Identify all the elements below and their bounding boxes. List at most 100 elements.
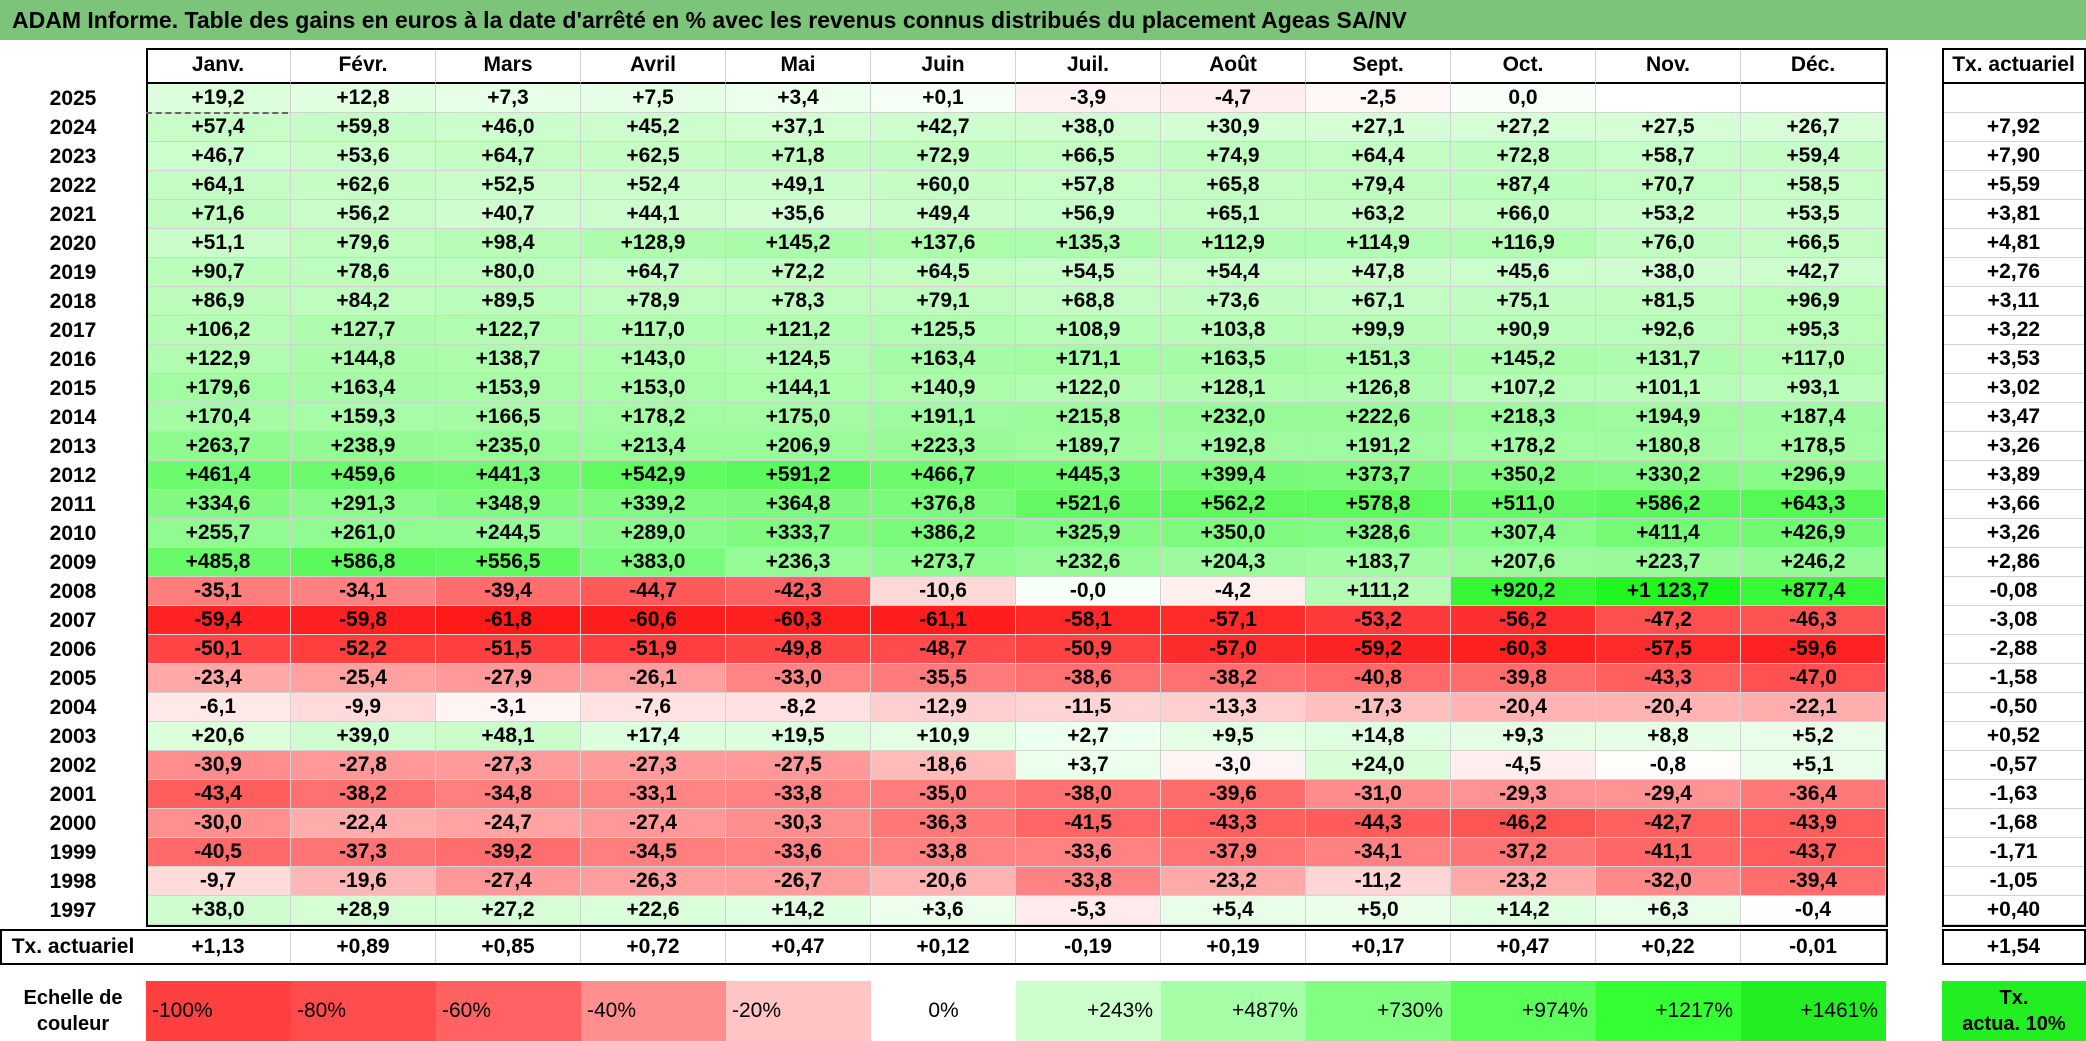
rate-cell: +7,92: [1942, 113, 2086, 142]
month-header: Déc.: [1741, 48, 1886, 84]
table-cell: +27,2: [1451, 113, 1596, 142]
table-cell: +59,4: [1741, 142, 1886, 171]
table-cell: -34,8: [436, 780, 581, 809]
table-cell: +3,4: [726, 84, 871, 113]
table-cell: +111,2: [1306, 577, 1451, 606]
table-cell: +334,6: [146, 490, 291, 519]
table-cell: +137,6: [871, 229, 1016, 258]
table-cell: +27,5: [1596, 113, 1741, 142]
table-cell: +122,9: [146, 345, 291, 374]
table-cell: +920,2: [1451, 577, 1596, 606]
table-cell: -38,0: [1016, 780, 1161, 809]
table-cell: -57,1: [1161, 606, 1306, 635]
table-cell: -6,1: [146, 693, 291, 722]
table-cell: +291,3: [291, 490, 436, 519]
table-cell: +178,2: [581, 403, 726, 432]
table-cell: +3,6: [871, 896, 1016, 925]
table-cell: -43,3: [1596, 664, 1741, 693]
table-cell: +191,2: [1306, 432, 1451, 461]
table-cell: +159,3: [291, 403, 436, 432]
table-cell: -35,5: [871, 664, 1016, 693]
table-cell: -34,5: [581, 838, 726, 867]
table-cell: +96,9: [1741, 287, 1886, 316]
table-cell: +273,7: [871, 548, 1016, 577]
year-label: 2011: [50, 492, 96, 516]
table-cell: -30,9: [146, 751, 291, 780]
table-cell: +153,0: [581, 374, 726, 403]
table-cell: -11,2: [1306, 867, 1451, 896]
table-cell: +58,5: [1741, 171, 1886, 200]
table-cell: -60,3: [1451, 635, 1596, 664]
rate-header: Tx. actuariel: [1942, 48, 2086, 84]
table-cell: +56,9: [1016, 200, 1161, 229]
rate-cell: +2,76: [1942, 258, 2086, 287]
year-label: 2021: [49, 202, 97, 226]
year-label: 2005: [49, 666, 97, 690]
rate-cell: +7,90: [1942, 142, 2086, 171]
table-cell: +138,7: [436, 345, 581, 374]
legend-step: +974%: [1451, 981, 1596, 1041]
table-cell: +53,5: [1741, 200, 1886, 229]
table-cell: -43,4: [146, 780, 291, 809]
legend-rate-line1: Tx.: [1999, 987, 2029, 1009]
table-cell: +98,4: [436, 229, 581, 258]
table-cell: -4,7: [1161, 84, 1306, 113]
year-label: 2014: [49, 405, 97, 429]
month-header: Mai: [726, 48, 871, 84]
table-cell: -37,9: [1161, 838, 1306, 867]
table-cell: +126,8: [1306, 374, 1451, 403]
table-cell: +411,4: [1596, 519, 1741, 548]
table-cell: +163,4: [291, 374, 436, 403]
totals-cell: +0,12: [871, 929, 1016, 965]
table-cell: +66,0: [1451, 200, 1596, 229]
table-cell: -33,0: [726, 664, 871, 693]
table-cell: +244,5: [436, 519, 581, 548]
table-cell: -47,0: [1741, 664, 1886, 693]
table-cell: -61,8: [436, 606, 581, 635]
table-cell: -35,0: [871, 780, 1016, 809]
legend-label-line1: Echelle de: [23, 987, 123, 1009]
rate-cell: -0,08: [1942, 577, 2086, 606]
table-cell: +42,7: [1741, 258, 1886, 287]
table-cell: -30,0: [146, 809, 291, 838]
rate-cell: +3,11: [1942, 287, 2086, 316]
legend-label: Echelle de couleur: [0, 981, 146, 1041]
table-cell: -41,1: [1596, 838, 1741, 867]
table-cell: -39,8: [1451, 664, 1596, 693]
table-cell: -13,3: [1161, 693, 1306, 722]
cell-comment-marker: [146, 112, 288, 114]
rate-cell: -3,08: [1942, 606, 2086, 635]
rate-cell: -1,63: [1942, 780, 2086, 809]
table-cell: -26,1: [581, 664, 726, 693]
table-cell: -52,2: [291, 635, 436, 664]
month-header: Août: [1161, 48, 1306, 84]
table-cell: +44,1: [581, 200, 726, 229]
totals-cell: +0,72: [581, 929, 726, 965]
year-label: 2018: [49, 289, 97, 313]
table-cell: +5,4: [1161, 896, 1306, 925]
table-cell: -10,6: [871, 577, 1016, 606]
table-cell: +178,2: [1451, 432, 1596, 461]
table-cell: +144,8: [291, 345, 436, 374]
table-cell: +52,5: [436, 171, 581, 200]
table-cell: +19,2: [146, 84, 291, 113]
rate-cell: +3,02: [1942, 374, 2086, 403]
table-cell: +255,7: [146, 519, 291, 548]
table-cell: +117,0: [581, 316, 726, 345]
table-cell: +64,1: [146, 171, 291, 200]
table-cell: +562,2: [1161, 490, 1306, 519]
table-cell: +445,3: [1016, 461, 1161, 490]
table-cell: +67,1: [1306, 287, 1451, 316]
table-cell: -20,6: [871, 867, 1016, 896]
table-cell: +5,2: [1741, 722, 1886, 751]
table-cell: +66,5: [1741, 229, 1886, 258]
table-cell: +166,5: [436, 403, 581, 432]
table-cell: -40,8: [1306, 664, 1451, 693]
table-cell: +128,1: [1161, 374, 1306, 403]
table-cell: -34,1: [1306, 838, 1451, 867]
table-cell: +14,8: [1306, 722, 1451, 751]
table-cell: +131,7: [1596, 345, 1741, 374]
table-cell: -59,2: [1306, 635, 1451, 664]
table-cell: +364,8: [726, 490, 871, 519]
year-label: 2000: [49, 811, 97, 835]
